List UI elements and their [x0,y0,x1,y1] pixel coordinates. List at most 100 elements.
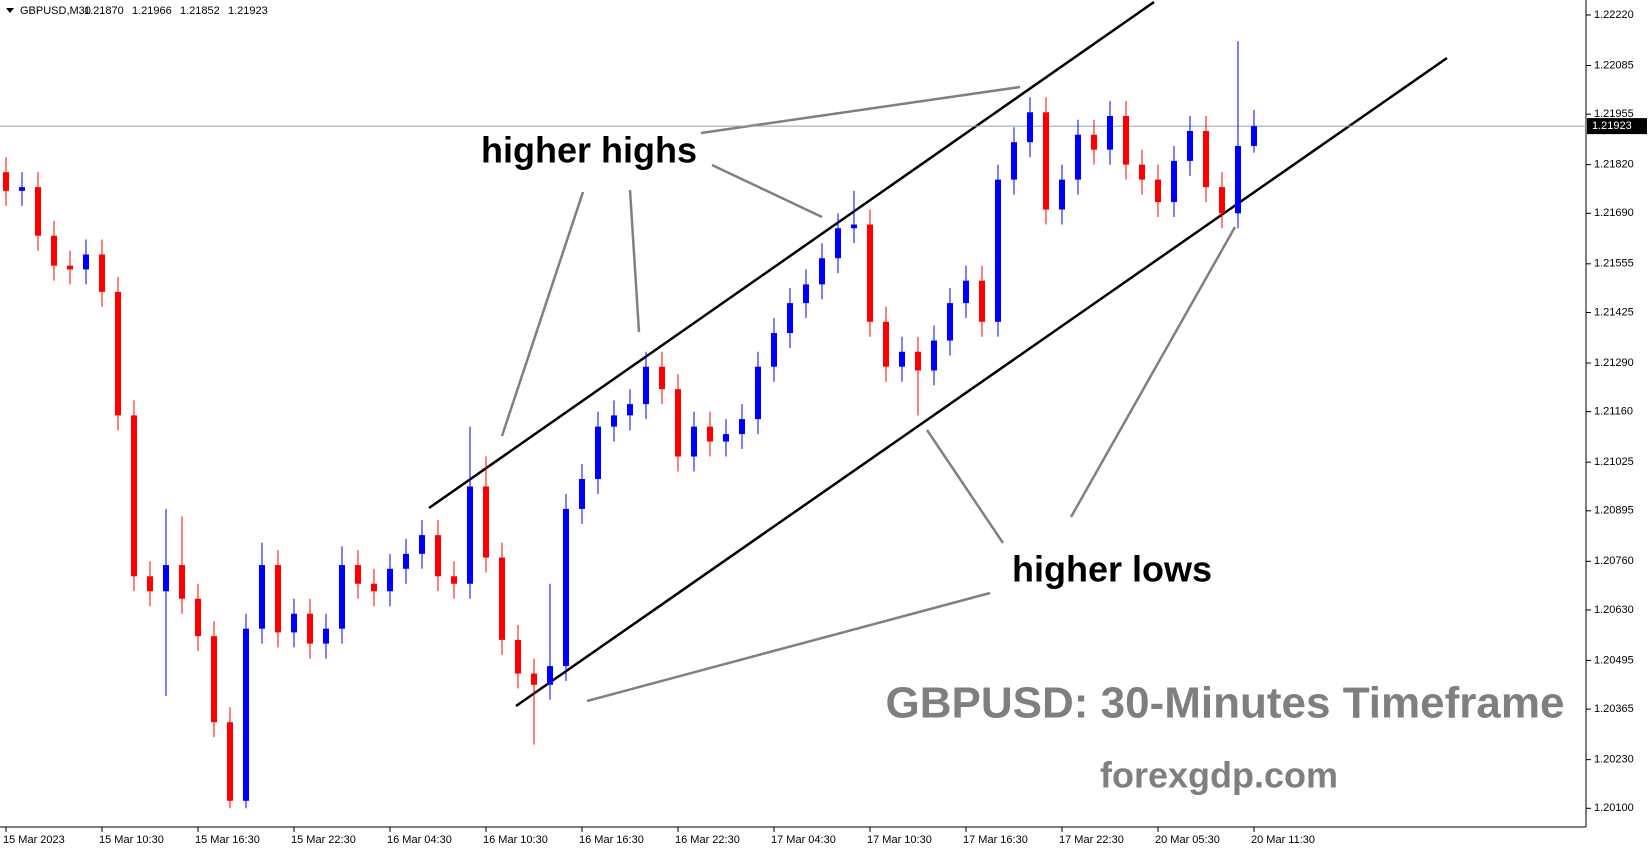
header-value: 1.21966 [132,5,172,17]
pointer [628,189,641,333]
watermark-title: GBPUSD: 30-Minutes Timeframe [886,679,1565,728]
candle-body [1139,164,1145,180]
candle-body [131,415,137,577]
y-tick-label: 1.21290 [1594,357,1634,369]
header-value: 1.21852 [180,5,220,17]
candle-body [323,628,329,644]
x-tick-label: 16 Mar 10:30 [483,834,548,846]
pointer [711,163,823,219]
candle-body [99,254,105,292]
candle-body [179,565,185,599]
x-tick-label: 20 Mar 05:30 [1155,834,1220,846]
header-arrow [6,8,14,13]
x-tick-label: 16 Mar 16:30 [579,834,644,846]
pointer [1069,226,1237,518]
pointer [925,429,1005,544]
candle-body [291,613,297,633]
channel-upper [428,0,1155,510]
candle-body [467,486,473,584]
candle-body [1187,130,1193,161]
candle-body [771,333,777,367]
watermark-site: forexgdp.com [1100,755,1338,796]
y-tick-label: 1.21955 [1594,108,1634,120]
candle-body [435,535,441,577]
candle-body [339,565,345,629]
x-tick-label: 15 Mar 2023 [3,834,65,846]
candle-body [819,258,825,285]
candle-body [35,187,41,236]
x-tick-label: 17 Mar 10:30 [867,834,932,846]
candle-body [371,583,377,592]
y-tick-label: 1.21820 [1594,159,1634,171]
candle-body [739,419,745,435]
y-tick-label: 1.22220 [1594,9,1634,21]
x-tick-label: 15 Mar 16:30 [195,834,260,846]
candle-body [531,673,537,685]
header-symbol: GBPUSD,M30 [20,5,91,17]
candle-body [691,426,697,457]
annotation: higher lows [1012,549,1212,590]
candle-body [243,628,249,801]
candle-body [275,565,281,633]
candle-body [643,366,649,405]
header-value: 1.21870 [84,5,124,17]
candle-body [1171,160,1177,203]
candle-body [51,235,57,266]
candle-body [1091,134,1097,150]
candle-body [83,254,89,270]
candle-body [451,576,457,584]
candle-body [563,508,569,667]
y-tick-label: 1.21555 [1594,258,1634,270]
candle-body [1075,134,1081,180]
candle-body [355,565,361,584]
y-tick-label: 1.22085 [1594,59,1634,71]
candle-body [307,613,313,644]
x-tick-label: 20 Mar 11:30 [1251,834,1315,846]
pointer [500,191,585,437]
candle-body [835,228,841,259]
y-tick-label: 1.20100 [1594,802,1634,814]
y-tick-label: 1.20365 [1594,703,1634,715]
candle-body [1027,112,1033,143]
channel-lower [515,56,1448,708]
candle-body [1251,126,1257,146]
current-price-box [1587,118,1647,135]
candle-body [579,478,585,509]
candle-body [1123,116,1129,165]
candle-body [707,426,713,442]
pointer [586,591,991,703]
candle-body [1219,187,1225,214]
y-tick-label: 1.20630 [1594,604,1634,616]
candle-body [499,557,505,640]
candle-body [851,224,857,229]
candle-body [787,303,793,334]
x-tick-label: 15 Mar 22:30 [291,834,356,846]
candle-body [147,576,153,592]
header-value: 1.21923 [228,5,268,17]
candle-body [595,426,601,479]
candle-body [1235,145,1241,214]
pointer [700,85,1021,135]
x-tick-label: 17 Mar 16:30 [963,834,1028,846]
candle-body [1107,116,1113,150]
candle-body [963,280,969,304]
candle-body [899,351,905,367]
candle-body [1043,112,1049,210]
candle-body [755,366,761,420]
candle-body [419,535,425,554]
candle-body [611,415,617,427]
candle-body [1011,142,1017,180]
candle-body [883,321,889,367]
y-tick-label: 1.21690 [1594,207,1634,219]
annotation: higher highs [481,130,697,171]
x-tick-label: 17 Mar 04:30 [771,834,836,846]
candle-body [931,340,937,371]
candle-body [979,280,985,322]
x-tick-label: 17 Mar 22:30 [1059,834,1124,846]
candle-body [67,265,73,270]
candle-body [403,553,409,569]
candle-body [675,389,681,457]
candle-body [627,404,633,416]
candle-body [1059,179,1065,210]
